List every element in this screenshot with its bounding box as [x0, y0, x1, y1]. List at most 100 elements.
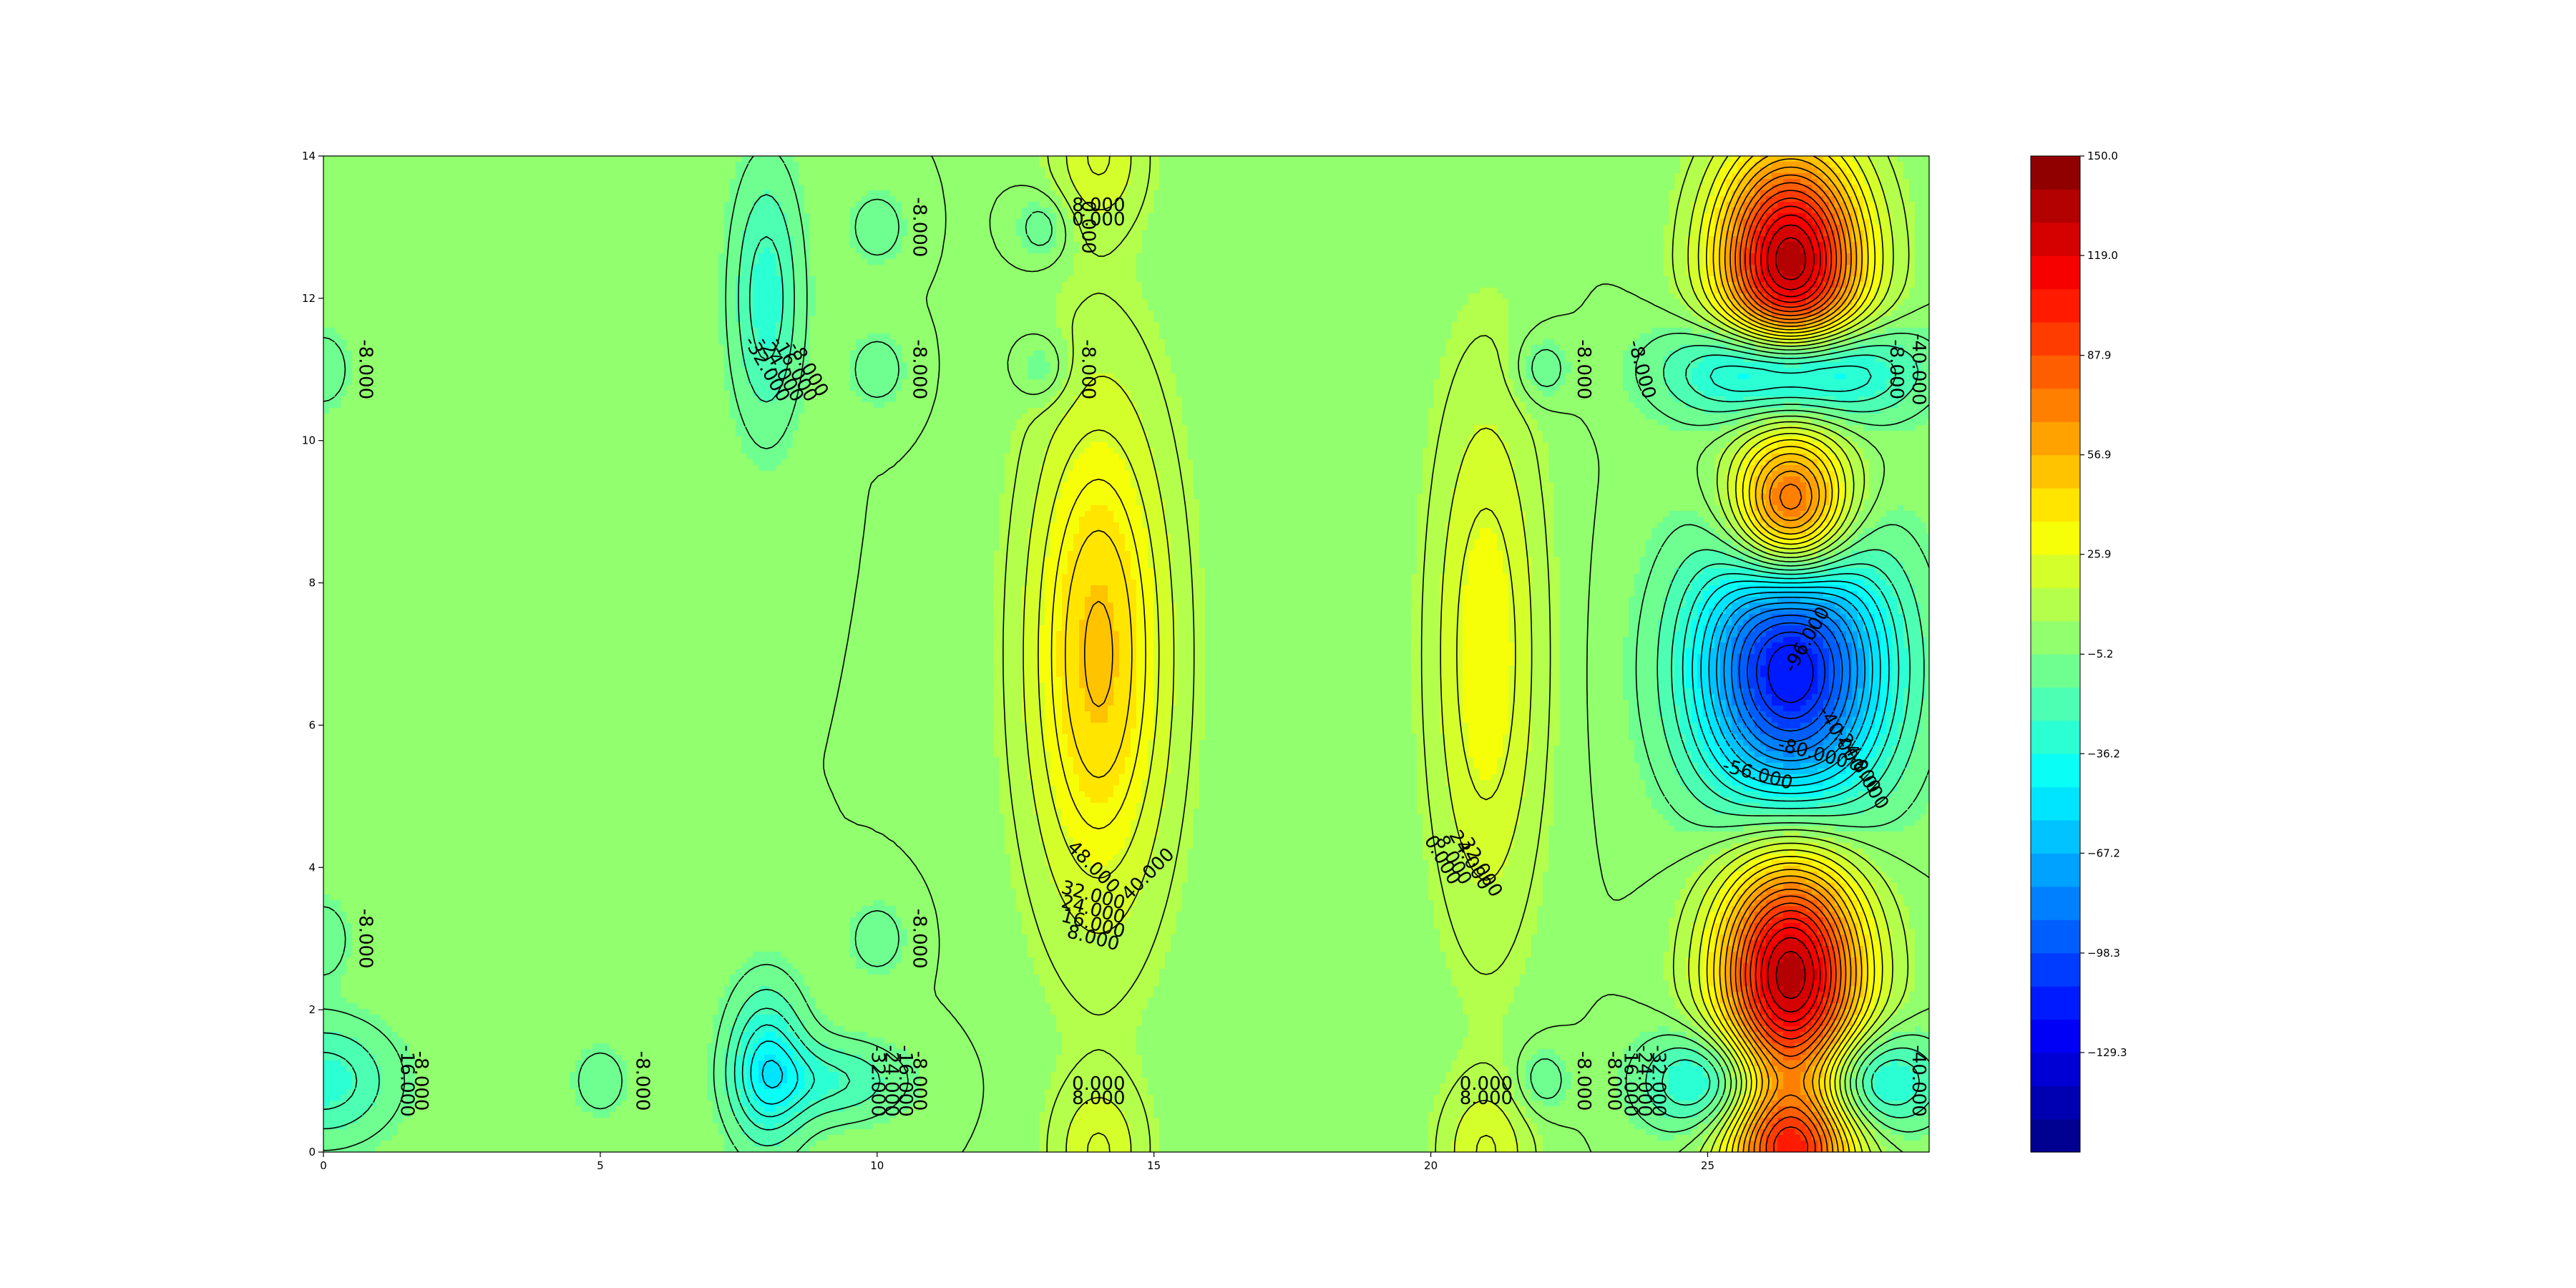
- contour-label: -32.000: [867, 1045, 888, 1116]
- colorbar-band: [2031, 886, 2080, 920]
- y-tick-label: 12: [302, 292, 316, 305]
- contour-line: [1750, 197, 1833, 1153]
- contour-label: 0.000: [1077, 200, 1098, 253]
- y-axis: 0 2 4 6 8 10 12 14: [302, 150, 323, 1158]
- contour-label: -40.000: [1908, 1045, 1929, 1116]
- colorbar-tick-label: −67.2: [2087, 847, 2120, 859]
- y-tick-label: 14: [302, 150, 316, 162]
- contour-line-layer: [323, 155, 1930, 1153]
- colorbar-band: [2031, 255, 2080, 290]
- colorbar-tick-label: −98.3: [2087, 947, 2120, 960]
- contour-line: [1708, 591, 1873, 779]
- x-axis: 0 5 10 15 20 25: [320, 1152, 1714, 1172]
- colorbar-band: [2031, 687, 2080, 721]
- colorbar-band: [2031, 288, 2080, 323]
- y-tick-label: 6: [308, 718, 316, 731]
- x-tick-label: 0: [320, 1159, 327, 1172]
- contour-line: [1775, 237, 1807, 1000]
- contour-line: [1747, 622, 1835, 732]
- colorbar-band: [2031, 986, 2080, 1020]
- colorbar-band: [2031, 620, 2080, 655]
- colorbar-tick-label: −36.2: [2087, 747, 2120, 760]
- contour-label: -8.000: [1885, 339, 1907, 399]
- contour-line: [1729, 166, 1852, 1153]
- contour-label: -8.000: [908, 339, 930, 399]
- contour-label: 0.000: [1072, 209, 1125, 230]
- contour-label: -8.000: [908, 909, 930, 969]
- colorbar-band: [2031, 521, 2080, 555]
- colorbar-band: [2031, 355, 2080, 389]
- y-tick-label: 8: [308, 577, 316, 590]
- contour-label: -8.000: [1603, 1051, 1624, 1111]
- contour-line: [1716, 596, 1865, 771]
- contour-line: [1760, 214, 1821, 1023]
- y-tick-label: 4: [308, 861, 316, 874]
- colorbar-band: [2031, 388, 2080, 422]
- contour-line: [1084, 155, 1863, 1153]
- contour-line: [323, 235, 1920, 1131]
- colorbar-band: [2031, 454, 2080, 489]
- x-tick-label: 20: [1424, 1159, 1438, 1172]
- colorbar-band: [2031, 587, 2080, 622]
- colorbar-band: [2031, 189, 2080, 223]
- contour-line: [1065, 155, 1869, 1153]
- x-tick-label: 15: [1147, 1159, 1161, 1172]
- contour-line: [750, 580, 1890, 1105]
- contour-line: [1767, 224, 1815, 1013]
- contour-line: [1738, 615, 1843, 743]
- colorbar-band: [2031, 222, 2080, 256]
- colorbar-band: [2031, 156, 2080, 190]
- contour-label: -8.000: [908, 1051, 930, 1111]
- colorbar-band: [2031, 1052, 2080, 1086]
- contour-label: -8.000: [1573, 339, 1594, 399]
- contour-line: [1756, 631, 1825, 720]
- colorbar-band: [2031, 488, 2080, 522]
- contour-label: -8.000: [355, 909, 376, 969]
- contour-label: 8.000: [1072, 195, 1125, 216]
- colorbar-band: [2031, 322, 2080, 356]
- contour-line: [1767, 644, 1814, 703]
- contour-label: -40.000: [1908, 333, 1929, 405]
- colorbar-band: [2031, 554, 2080, 588]
- colorbar-band: [2031, 786, 2080, 821]
- plot-area-frame: [323, 155, 1930, 1153]
- colorbar-band: [2031, 919, 2080, 954]
- contour-label: -8.000: [631, 1051, 653, 1111]
- contour-label: 8.000: [1072, 1088, 1125, 1109]
- contour-label: -16.000: [894, 1045, 916, 1116]
- contour-label: -32.000: [1647, 1045, 1669, 1116]
- contour-line: [323, 194, 1930, 1147]
- contour-line: [1735, 174, 1847, 1153]
- colorbar-band: [2031, 421, 2080, 456]
- contour-label: -8.000: [410, 1051, 431, 1111]
- contour-line: [1002, 155, 1910, 1153]
- contour-line: [1731, 608, 1851, 753]
- colorbar-tick-label: 150.0: [2087, 150, 2118, 162]
- colorbar-tick-label: 25.9: [2087, 548, 2111, 561]
- contour-line: [1740, 182, 1842, 1153]
- colorbar-band: [2031, 1019, 2080, 1053]
- contour-label: -24.000: [1634, 1045, 1655, 1116]
- contour-line: [741, 365, 1900, 1118]
- colorbar-tick-label: 119.0: [2087, 249, 2118, 262]
- contour-line: [1724, 158, 1858, 1153]
- contour-label: 0.000: [1072, 1073, 1125, 1095]
- contour-line: [1050, 155, 1876, 1153]
- contour-label: 0.000: [1460, 1073, 1513, 1095]
- colorbar-tick-label: −129.3: [2087, 1046, 2127, 1059]
- colorbar-tick-label: 56.9: [2087, 449, 2111, 462]
- colorbar-band: [2031, 853, 2080, 887]
- contour-label: -16.000: [1620, 1045, 1641, 1116]
- contour-label: -8.000: [1077, 339, 1098, 399]
- colorbar-tick-label: −5.2: [2087, 648, 2113, 660]
- y-tick-label: 0: [308, 1146, 316, 1158]
- contour-line: [761, 586, 1881, 1089]
- contour-label: -8.000: [355, 339, 376, 399]
- colorbar: 150.0 119.0 87.9 56.9 25.9 −5.2 −36.2 −67.2 −98.…: [2030, 150, 2127, 1153]
- x-tick-label: 25: [1701, 1159, 1714, 1172]
- colorbar-band: [2031, 1085, 2080, 1120]
- y-tick-label: 2: [308, 1003, 316, 1016]
- contour-label: -16.000: [396, 1045, 418, 1116]
- colorbar-band: [2031, 753, 2080, 788]
